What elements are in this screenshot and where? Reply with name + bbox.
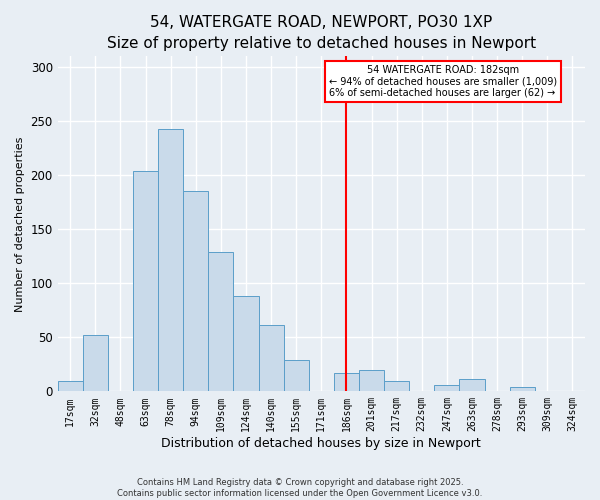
Bar [509,387,535,392]
Bar [284,360,309,392]
Bar [434,385,460,392]
Bar [183,192,208,392]
Bar [208,252,233,392]
Bar [133,171,158,392]
Bar [334,373,359,392]
X-axis label: Distribution of detached houses by size in Newport: Distribution of detached houses by size … [161,437,481,450]
Bar [460,380,485,392]
Title: 54, WATERGATE ROAD, NEWPORT, PO30 1XP
Size of property relative to detached hous: 54, WATERGATE ROAD, NEWPORT, PO30 1XP Si… [107,15,536,51]
Bar [384,380,409,392]
Bar [58,380,83,392]
Bar [158,128,183,392]
Bar [233,296,259,392]
Bar [359,370,384,392]
Bar [83,335,108,392]
Text: 54 WATERGATE ROAD: 182sqm
← 94% of detached houses are smaller (1,009)
6% of sem: 54 WATERGATE ROAD: 182sqm ← 94% of detac… [329,64,557,98]
Text: Contains HM Land Registry data © Crown copyright and database right 2025.
Contai: Contains HM Land Registry data © Crown c… [118,478,482,498]
Bar [259,326,284,392]
Y-axis label: Number of detached properties: Number of detached properties [15,136,25,312]
